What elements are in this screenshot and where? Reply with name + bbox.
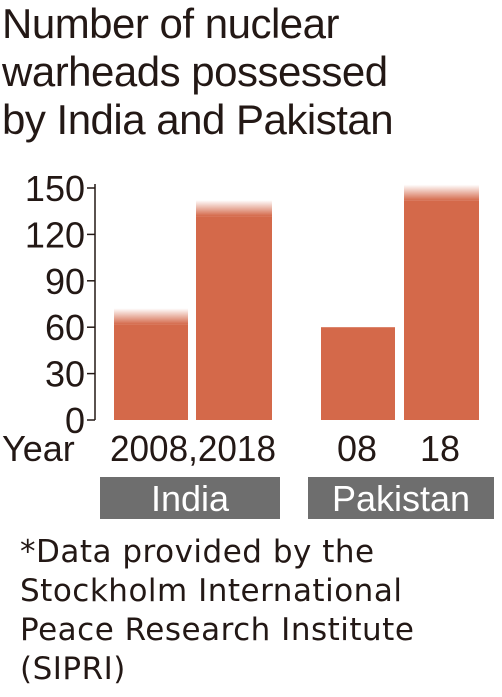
source-note-line: Peace Research Institute — [20, 612, 415, 648]
bar-top-fade — [114, 308, 188, 325]
y-tick-label: 150 — [25, 168, 85, 209]
x-tick-label: 2008,2018 — [110, 428, 276, 469]
y-tick-label: 0 — [65, 400, 85, 441]
bar-body — [404, 200, 479, 420]
source-note-line: (SIPRI) — [20, 651, 126, 687]
source-note: *Data provided by the Stockholm Internat… — [20, 533, 500, 689]
source-note-line: Stockholm International — [20, 573, 403, 609]
x-axis-labels: Year 2008,2018 08 18 — [2, 428, 460, 469]
chart-title: Number of nuclear warheads possessed by … — [2, 0, 502, 144]
group-band: Pakistan — [308, 477, 494, 519]
group-bands: India Pakistan — [100, 477, 494, 519]
x-axis-title: Year — [2, 428, 75, 469]
chart-title-line: warheads possessed — [2, 48, 388, 95]
chart-title-line: Number of nuclear — [2, 0, 340, 47]
group-band-bg — [100, 477, 280, 519]
bar-body — [321, 327, 395, 420]
source-note-line: *Data provided by the — [20, 534, 375, 570]
bar — [404, 184, 479, 420]
bar — [114, 308, 188, 420]
bar-top-fade — [196, 200, 272, 217]
x-tick-label: 08 — [337, 428, 377, 469]
chart-title-line: by India and Pakistan — [2, 96, 394, 143]
bar-body — [196, 216, 272, 420]
group-band-bg — [308, 477, 494, 519]
group-label: India — [151, 478, 230, 519]
x-tick-label: 18 — [420, 428, 460, 469]
bar-top-fade — [404, 184, 479, 201]
bar — [321, 327, 395, 420]
bar-body — [114, 324, 188, 420]
bar — [196, 200, 272, 420]
group-label: Pakistan — [332, 478, 470, 519]
bars — [114, 184, 479, 420]
group-band: India — [100, 477, 280, 519]
y-tick-label: 60 — [45, 307, 85, 348]
y-tick-label: 120 — [25, 214, 85, 255]
y-tick-label: 30 — [45, 354, 85, 395]
y-tick-label: 90 — [45, 261, 85, 302]
y-axis: 0 30 60 90 120 150 — [25, 168, 96, 441]
